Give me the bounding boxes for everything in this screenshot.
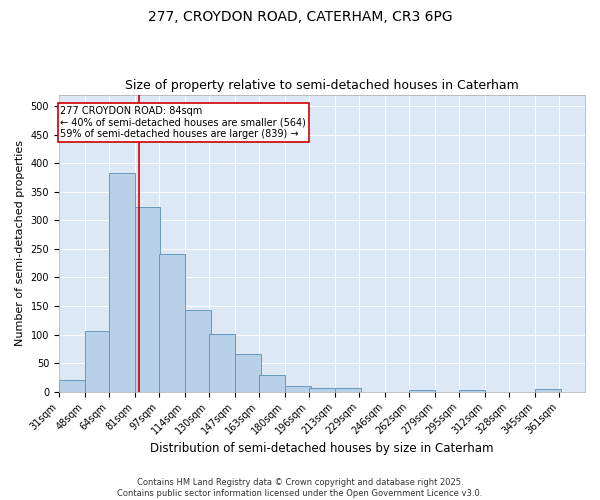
Bar xyxy=(235,354,260,392)
X-axis label: Distribution of semi-detached houses by size in Caterham: Distribution of semi-detached houses by … xyxy=(150,442,494,455)
Bar xyxy=(285,386,311,392)
Bar xyxy=(309,388,335,392)
Bar xyxy=(209,334,235,392)
Y-axis label: Number of semi-detached properties: Number of semi-detached properties xyxy=(15,140,25,346)
Bar xyxy=(185,310,211,392)
Text: Contains HM Land Registry data © Crown copyright and database right 2025.
Contai: Contains HM Land Registry data © Crown c… xyxy=(118,478,482,498)
Bar xyxy=(259,374,285,392)
Bar xyxy=(135,207,160,392)
Bar xyxy=(459,390,485,392)
Bar xyxy=(109,173,135,392)
Bar xyxy=(159,254,185,392)
Title: Size of property relative to semi-detached houses in Caterham: Size of property relative to semi-detach… xyxy=(125,79,519,92)
Bar xyxy=(85,331,110,392)
Text: 277 CROYDON ROAD: 84sqm
← 40% of semi-detached houses are smaller (564)
59% of s: 277 CROYDON ROAD: 84sqm ← 40% of semi-de… xyxy=(61,106,306,139)
Bar xyxy=(59,380,85,392)
Bar xyxy=(535,389,561,392)
Bar xyxy=(409,390,435,392)
Text: 277, CROYDON ROAD, CATERHAM, CR3 6PG: 277, CROYDON ROAD, CATERHAM, CR3 6PG xyxy=(148,10,452,24)
Bar xyxy=(335,388,361,392)
